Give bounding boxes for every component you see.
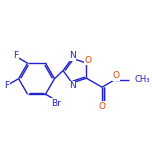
Text: N: N [69, 51, 75, 60]
Text: N: N [69, 81, 75, 90]
Text: O: O [113, 71, 120, 80]
Text: O: O [98, 102, 105, 111]
Text: CH₃: CH₃ [135, 75, 150, 84]
Text: O: O [85, 56, 92, 65]
Text: Br: Br [51, 99, 61, 108]
Text: F: F [4, 81, 9, 90]
Text: F: F [13, 52, 18, 60]
